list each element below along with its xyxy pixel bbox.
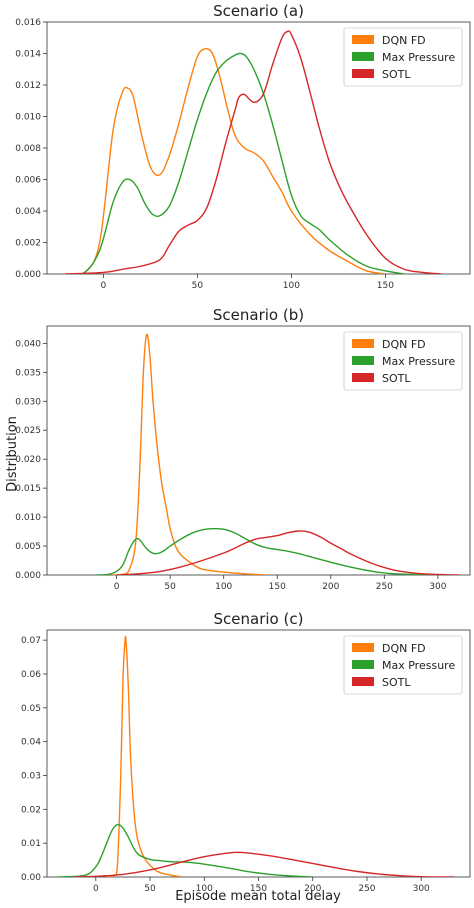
legend-swatch — [352, 660, 374, 669]
y-tick-label: 0.016 — [15, 18, 41, 28]
series-line-dqn-fd — [106, 635, 183, 877]
x-tick-label: 0 — [101, 281, 107, 291]
legend-label: Max Pressure — [382, 355, 455, 368]
x-tick-label: 200 — [304, 884, 321, 894]
chart-2: Scenario (c) 0 50 100 150 200 250 300 0.00 0.01 0.… — [21, 610, 471, 894]
series-line-dqn-fd — [65, 47, 386, 274]
y-tick-label: 0.014 — [15, 50, 41, 60]
y-tick-label: 0.06 — [21, 670, 41, 680]
x-tick-label: 100 — [283, 281, 300, 291]
legend-label: DQN FD — [382, 338, 426, 351]
legend-label: DQN FD — [382, 34, 426, 47]
chart-title: Scenario (c) — [214, 610, 304, 628]
series-line-dqn-fd — [105, 333, 267, 575]
y-tick-label: 0.002 — [15, 239, 41, 249]
y-tick-label: 0.010 — [15, 513, 41, 523]
y-tick-label: 0.005 — [15, 542, 41, 552]
legend-label: SOTL — [382, 676, 411, 689]
x-tick-label: 100 — [215, 582, 232, 592]
y-tick-label: 0.000 — [15, 270, 41, 280]
x-tick-label: 250 — [358, 884, 375, 894]
legend-swatch — [352, 69, 374, 78]
y-tick-label: 0.04 — [21, 738, 41, 748]
y-tick-label: 0.05 — [21, 704, 41, 714]
chart-title: Scenario (a) — [213, 2, 304, 20]
x-tick-label: 300 — [429, 582, 446, 592]
y-tick-label: 0.004 — [15, 207, 41, 217]
y-tick-label: 0.015 — [15, 484, 41, 494]
legend-swatch — [352, 643, 374, 652]
legend-swatch — [352, 356, 374, 365]
legend-swatch — [352, 35, 374, 44]
x-tick-label: 0 — [114, 582, 120, 592]
figure-ylabel: Distribution — [5, 416, 20, 492]
legend-label: Max Pressure — [382, 659, 455, 672]
y-tick-label: 0.02 — [21, 805, 41, 815]
series-line-max-pressure — [57, 823, 313, 877]
y-tick-label: 0.010 — [15, 113, 41, 123]
y-tick-label: 0.03 — [21, 771, 41, 781]
legend-swatch — [352, 677, 374, 686]
x-tick-label: 250 — [376, 582, 393, 592]
x-tick-label: 150 — [377, 281, 394, 291]
x-tick-label: 200 — [322, 582, 339, 592]
x-tick-label: 100 — [196, 884, 213, 894]
figure-xlabel: Episode mean total delay — [175, 889, 341, 904]
chart-title: Scenario (b) — [213, 306, 304, 324]
y-tick-label: 0.008 — [15, 144, 41, 154]
series-line-sotl — [65, 30, 442, 274]
legend-label: SOTL — [382, 68, 411, 81]
x-tick-label: 150 — [250, 884, 267, 894]
y-tick-label: 0.030 — [15, 397, 41, 407]
x-tick-label: 50 — [164, 582, 176, 592]
legend-swatch — [352, 339, 374, 348]
y-tick-label: 0.012 — [15, 81, 41, 91]
legend-swatch — [352, 373, 374, 382]
series-line-max-pressure — [95, 527, 438, 575]
y-tick-label: 0.00 — [21, 873, 41, 883]
x-tick-label: 0 — [93, 884, 99, 894]
x-tick-label: 300 — [413, 884, 430, 894]
legend-label: Max Pressure — [382, 51, 455, 64]
y-tick-label: 0.07 — [21, 636, 41, 646]
y-tick-label: 0.020 — [15, 455, 41, 465]
legend-swatch — [352, 52, 374, 61]
series-line-sotl — [74, 851, 454, 877]
x-tick-label: 50 — [192, 281, 204, 291]
series-line-max-pressure — [65, 52, 405, 274]
y-tick-label: 0.040 — [15, 339, 41, 349]
x-tick-label: 50 — [144, 884, 156, 894]
chart-0: Scenario (a) 0 50 100 150 0.000 0.002 0.004 0.00… — [15, 2, 471, 291]
chart-1: Scenario (b) 0 50 100 150 200 250 300 0.000 0.005… — [15, 306, 471, 592]
series-line-sotl — [116, 530, 460, 575]
x-tick-label: 150 — [269, 582, 286, 592]
legend-label: SOTL — [382, 372, 411, 385]
y-tick-label: 0.01 — [21, 839, 41, 849]
legend-label: DQN FD — [382, 642, 426, 655]
y-tick-label: 0.000 — [15, 571, 41, 581]
y-tick-label: 0.035 — [15, 368, 41, 378]
y-tick-label: 0.006 — [15, 176, 41, 186]
y-tick-label: 0.025 — [15, 426, 41, 436]
